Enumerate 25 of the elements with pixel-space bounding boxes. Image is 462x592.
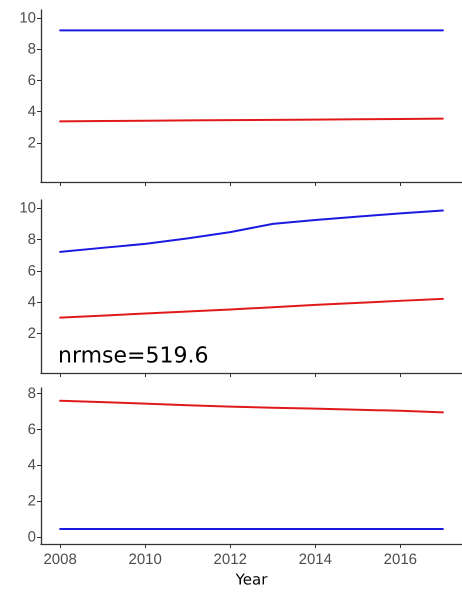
y-tick-label: 10 <box>19 9 36 26</box>
x-tick-label: 2016 <box>384 551 418 568</box>
x-tick-label: 2014 <box>298 551 332 568</box>
line-series <box>59 400 444 414</box>
y-tick-label: 6 <box>28 72 36 89</box>
line-series <box>59 298 444 319</box>
y-tick-label: 6 <box>28 420 36 438</box>
y-tick-label: 8 <box>28 230 36 248</box>
x-axis-title: Year <box>234 570 268 588</box>
y-tick-label: 6 <box>28 262 36 280</box>
y-tick-label: 8 <box>28 384 36 402</box>
line-series <box>59 210 444 253</box>
x-tick-label: 2008 <box>43 551 77 568</box>
annotation: nrmse=519.6 <box>58 344 208 368</box>
y-tick-label: 4 <box>28 456 36 474</box>
y-tick-label: 4 <box>28 103 36 120</box>
y-tick-label: 2 <box>28 134 36 152</box>
x-tick-label: 2010 <box>128 551 162 568</box>
y-tick-label: 2 <box>28 325 36 342</box>
y-tick-label: 10 <box>19 199 36 216</box>
y-tick-label: 2 <box>28 492 36 510</box>
y-tick-label: 4 <box>28 294 36 311</box>
y-tick-label: 8 <box>28 40 36 58</box>
x-tick-label: 2012 <box>214 551 247 568</box>
y-tick-label: 0 <box>28 528 36 546</box>
